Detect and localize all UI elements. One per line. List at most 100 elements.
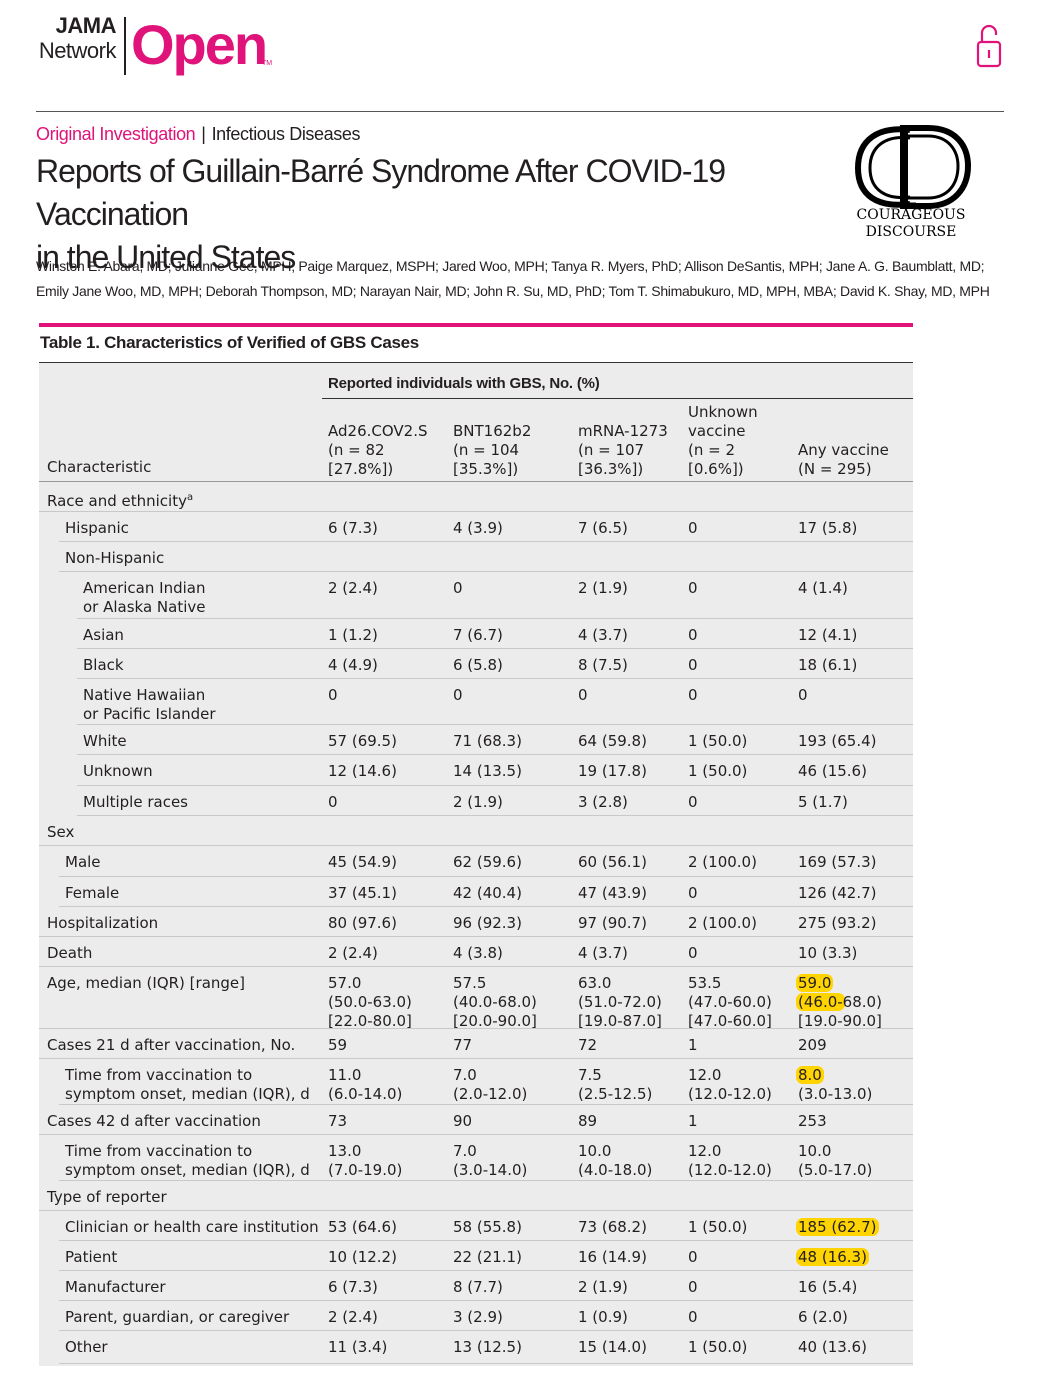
row-label: Time from vaccination to symptom onset, m… [65,1066,310,1104]
cell-line: 7.0 [453,1066,477,1084]
row-label: Cases 42 d after vaccination [47,1112,261,1131]
title-line-2: in the United States [36,239,296,275]
row-label: Non-Hispanic [65,549,164,568]
cell-line: [20.0-90.0] [453,1012,537,1030]
table-cell: 253 [798,1112,827,1131]
table-cell: 1 (50.0) [688,1218,747,1237]
table-cell: 11 (3.4) [328,1338,387,1357]
logo-jama: JAMA [55,13,117,38]
article-type-label[interactable]: Original Investigation [36,124,196,144]
table-cell: 6 (2.0) [798,1308,848,1327]
table-cell: 0 [688,626,698,645]
table-row: Type of reporter [39,1181,913,1211]
table-cell: 17 (5.8) [798,519,857,538]
table-cell: 59 [328,1036,347,1055]
table-cell: 4 (3.9) [453,519,503,538]
footnote-marker[interactable]: a [186,492,194,503]
row-label-text: symptom onset, median (IQR), d [65,1161,310,1179]
table-cell: 0 [688,1308,698,1327]
row-label-line: Age, median (IQR) [range] [47,974,245,993]
row-label-line: Native Hawaiian [83,686,216,705]
row-label-text: Type of reporter [47,1188,167,1206]
table-cell: 80 (97.6) [328,914,397,933]
cell-line: 57.0 [328,974,362,992]
table-cell: 62 (59.6) [453,853,522,872]
row-label-line: Hispanic [65,519,129,538]
cell-line: 2 (100.0) [688,914,757,932]
table-row: Sex [39,816,913,846]
table-cell: 22 (21.1) [453,1248,522,1267]
row-label: Hispanic [65,519,129,538]
table-cell: 53.5 (47.0-60.0) [47.0-60.0] [688,974,772,1031]
table-cell: 2 (2.4) [328,579,378,598]
column-header-line: (n = 107 [578,441,645,459]
table-cell: 193 (65.4) [798,732,877,751]
row-label-text: Death [47,944,93,962]
table-row: Age, median (IQR) [range] 57.0 (50.0-63.0)… [39,967,913,1031]
table-cell: 1 (50.0) [688,1338,747,1357]
highlighted-value: (46.0- [796,993,845,1011]
table-span-header: Reported individuals with GBS, No. (%) [328,375,600,392]
article-category[interactable]: Infectious Diseases [211,124,361,144]
cell-line: 0 [578,686,588,704]
table-cell: 1 (50.0) [688,732,747,751]
cell-line: (47.0-60.0) [688,993,772,1011]
cell-line: (4.0-18.0) [578,1161,653,1179]
row-label: Sex [47,823,74,842]
column-header-line: Ad26.COV2.S [328,422,428,440]
row-label: Unknown [83,762,153,781]
column-header: Any vaccine (N = 295) [798,441,889,479]
row-label-text: Unknown [83,762,153,780]
table-cell: 0 [328,686,338,705]
cell-line: 11.0 [328,1066,362,1084]
row-label-line: Manufacturer [65,1278,166,1297]
table-cell: 7.5 (2.5-12.5) [578,1066,652,1104]
table-cell: 13 (12.5) [453,1338,522,1357]
row-label: Cases 21 d after vaccination, No. [47,1036,295,1055]
cell-line: 0 [688,884,698,902]
row-label: Multiple races [83,793,188,812]
table-cell: 57 (69.5) [328,732,397,751]
cell-line: 8 (7.7) [453,1278,503,1296]
cell-line: 0 [688,1248,698,1266]
table-cell: 0 [328,793,338,812]
column-header-line: (n = 2 [688,441,736,459]
row-label-line: Type of reporter [47,1188,167,1207]
row-label: Manufacturer [65,1278,166,1297]
authors-line-1: Winston E. Abara, MD; Julianne Gee, MPH;… [36,258,985,274]
table-cell: 12.0 (12.0-12.0) [688,1066,772,1104]
cell-line: 96 (92.3) [453,914,522,932]
cell-line: 0 [453,686,463,704]
table-cell: 73 [328,1112,347,1131]
highlighted-value: 8.0 [796,1066,824,1084]
table-cell: 77 [453,1036,472,1055]
cell-line: 4 (1.4) [798,579,848,597]
row-label: Asian [83,626,124,645]
cell-line: (50.0-63.0) [328,993,412,1011]
row-label-line: Hospitalization [47,914,158,933]
table-title: Table 1. Characteristics of Verified of … [40,333,419,352]
cell-line: 17 (5.8) [798,519,858,537]
wordmark-line-1: COURAGEOUS [856,207,966,223]
table-cell: 10 (3.3) [798,944,857,963]
table-cell: 2 (100.0) [688,853,757,872]
row-label-line: Time from vaccination to [65,1142,310,1161]
table-cell: 0 [688,1248,698,1267]
row-label-line: Female [65,884,119,903]
row-label: Death [47,944,92,963]
cell-line: 0 [688,579,698,597]
cell-line: 253 [798,1112,827,1130]
table-cell: 1 [688,1036,698,1055]
cell-line: 16 (5.4) [798,1278,858,1296]
row-label-line: symptom onset, median (IQR), d [65,1085,310,1104]
row-label-line: Non-Hispanic [65,549,164,568]
cell-line: 1 (0.9) [578,1308,628,1326]
table-cell: 0 [453,686,463,705]
row-label: Age, median (IQR) [range] [47,974,245,993]
table-cell: 45 (54.9) [328,853,397,872]
cell-line: 7.0 [453,1142,477,1160]
table-cell: 19 (17.8) [578,762,647,781]
cell-line: 0 [453,579,463,597]
cell-line: 126 (42.7) [798,884,877,902]
row-label-line: Parent, guardian, or caregiver [65,1308,289,1327]
